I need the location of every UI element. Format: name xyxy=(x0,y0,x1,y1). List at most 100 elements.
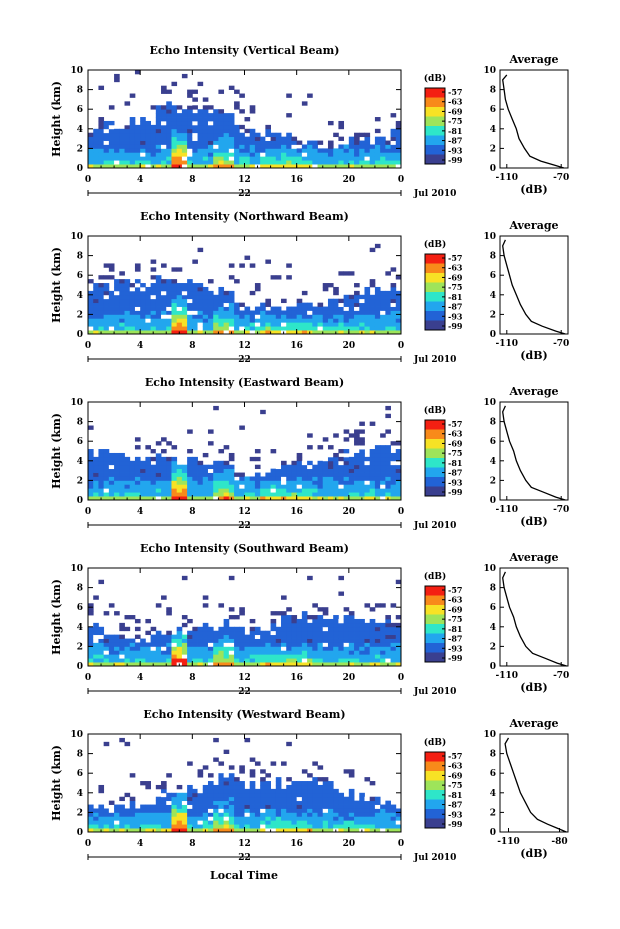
heatmap-cell xyxy=(327,445,334,450)
heatmap-cell xyxy=(322,796,329,802)
heatmap-cell xyxy=(114,650,120,655)
heatmap-cell xyxy=(354,646,360,651)
heatmap-cell xyxy=(281,634,287,639)
heatmap-cell xyxy=(124,294,131,300)
heatmap-cell xyxy=(202,765,209,770)
heatmap-cell xyxy=(134,468,141,473)
heatmap-cell xyxy=(207,117,214,122)
heatmap-cell xyxy=(176,488,183,493)
heatmap-cell xyxy=(270,800,277,805)
heatmap-cell xyxy=(213,638,219,643)
heatmap-cell xyxy=(176,152,183,157)
heatmap-cell xyxy=(119,650,125,655)
heatmap-cell xyxy=(395,275,402,280)
heatmap-cell xyxy=(317,650,324,655)
heatmap-cell xyxy=(218,294,225,300)
heatmap-cell xyxy=(380,812,386,817)
heatmap-cell xyxy=(317,607,324,612)
heatmap-cell xyxy=(312,322,318,327)
heatmap-cell xyxy=(385,626,391,632)
heatmap-cell xyxy=(291,476,298,481)
heatmap-cell xyxy=(187,93,193,98)
heatmap-cell xyxy=(124,120,131,126)
heatmap-cell xyxy=(322,626,329,632)
heatmap-cell xyxy=(119,796,125,802)
heatmap-cell xyxy=(291,136,298,141)
heatmap-cell xyxy=(281,140,287,145)
heatmap-cell xyxy=(223,492,230,497)
heatmap-cell xyxy=(265,480,271,485)
heatmap-cell xyxy=(348,468,355,473)
heatmap-cell xyxy=(228,607,235,612)
heatmap-cell xyxy=(197,294,204,300)
heatmap-cell xyxy=(192,800,198,805)
heatmap-cell xyxy=(234,140,240,145)
heatmap-cell xyxy=(291,480,298,485)
heatmap-cell xyxy=(213,310,219,315)
x-tick-label: 0 xyxy=(398,507,404,517)
heatmap-cell xyxy=(103,290,110,296)
heatmap-cell xyxy=(108,298,115,304)
heatmap-cell xyxy=(166,800,172,805)
heatmap-cell xyxy=(333,634,339,639)
heatmap-cell xyxy=(301,156,308,161)
heatmap-cell xyxy=(395,306,402,311)
heatmap-cell xyxy=(98,124,105,130)
heatmap-cell xyxy=(385,658,391,663)
heatmap-cell xyxy=(218,650,225,655)
heatmap-cell xyxy=(249,330,256,335)
heatmap-cell xyxy=(327,492,334,497)
heatmap-cell xyxy=(134,322,141,327)
heatmap-cell xyxy=(187,294,193,300)
heatmap-cell xyxy=(244,156,251,161)
heatmap-cell xyxy=(249,480,256,485)
heatmap-cell xyxy=(286,828,292,833)
heatmap-cell xyxy=(301,812,308,817)
heatmap-cell xyxy=(343,658,350,663)
heatmap-cell xyxy=(213,792,219,798)
heatmap-cell xyxy=(333,788,339,794)
heatmap-cell xyxy=(207,310,214,315)
heatmap-cell xyxy=(124,476,131,481)
heatmap-cell xyxy=(249,476,256,481)
heatmap-cell xyxy=(338,646,345,651)
heatmap-cell xyxy=(192,488,198,493)
heatmap-cell xyxy=(103,611,110,616)
heatmap-cell xyxy=(108,144,115,149)
heatmap-cell xyxy=(223,642,230,647)
heatmap-cell xyxy=(359,456,365,462)
heatmap-cell xyxy=(171,476,178,481)
heatmap-cell xyxy=(281,800,287,805)
heatmap-cell xyxy=(317,472,324,477)
heatmap-cell xyxy=(103,484,110,489)
heatmap-cell xyxy=(103,816,110,821)
heatmap-cell xyxy=(88,603,94,608)
heatmap-cell xyxy=(296,452,303,458)
heatmap-cell xyxy=(291,796,298,802)
heatmap-cell xyxy=(145,164,151,169)
heatmap-cell xyxy=(374,326,381,331)
heatmap-cell xyxy=(218,488,225,493)
heatmap-cell xyxy=(187,484,193,489)
heatmap-cell xyxy=(88,804,94,809)
heatmap-cell xyxy=(207,429,214,434)
heatmap-cell xyxy=(286,492,292,497)
heatmap-cell xyxy=(114,286,120,292)
heatmap-cell xyxy=(333,472,339,477)
profile-frame xyxy=(499,69,569,169)
heatmap-cell xyxy=(140,283,146,288)
heatmap-cell xyxy=(134,302,141,307)
heatmap-cell xyxy=(348,792,355,798)
heatmap-cell xyxy=(140,820,146,825)
heatmap-cell xyxy=(176,472,183,477)
heatmap-cell xyxy=(254,820,261,825)
heatmap-cell xyxy=(260,642,266,647)
heatmap-cell xyxy=(380,820,386,825)
heatmap-cell xyxy=(286,784,292,790)
heatmap-cell xyxy=(166,148,172,153)
heatmap-cell xyxy=(129,476,136,481)
heatmap-cell xyxy=(275,330,282,335)
heatmap-cell xyxy=(343,615,350,620)
heatmap-cell xyxy=(385,298,391,304)
heatmap-cell xyxy=(145,456,151,462)
